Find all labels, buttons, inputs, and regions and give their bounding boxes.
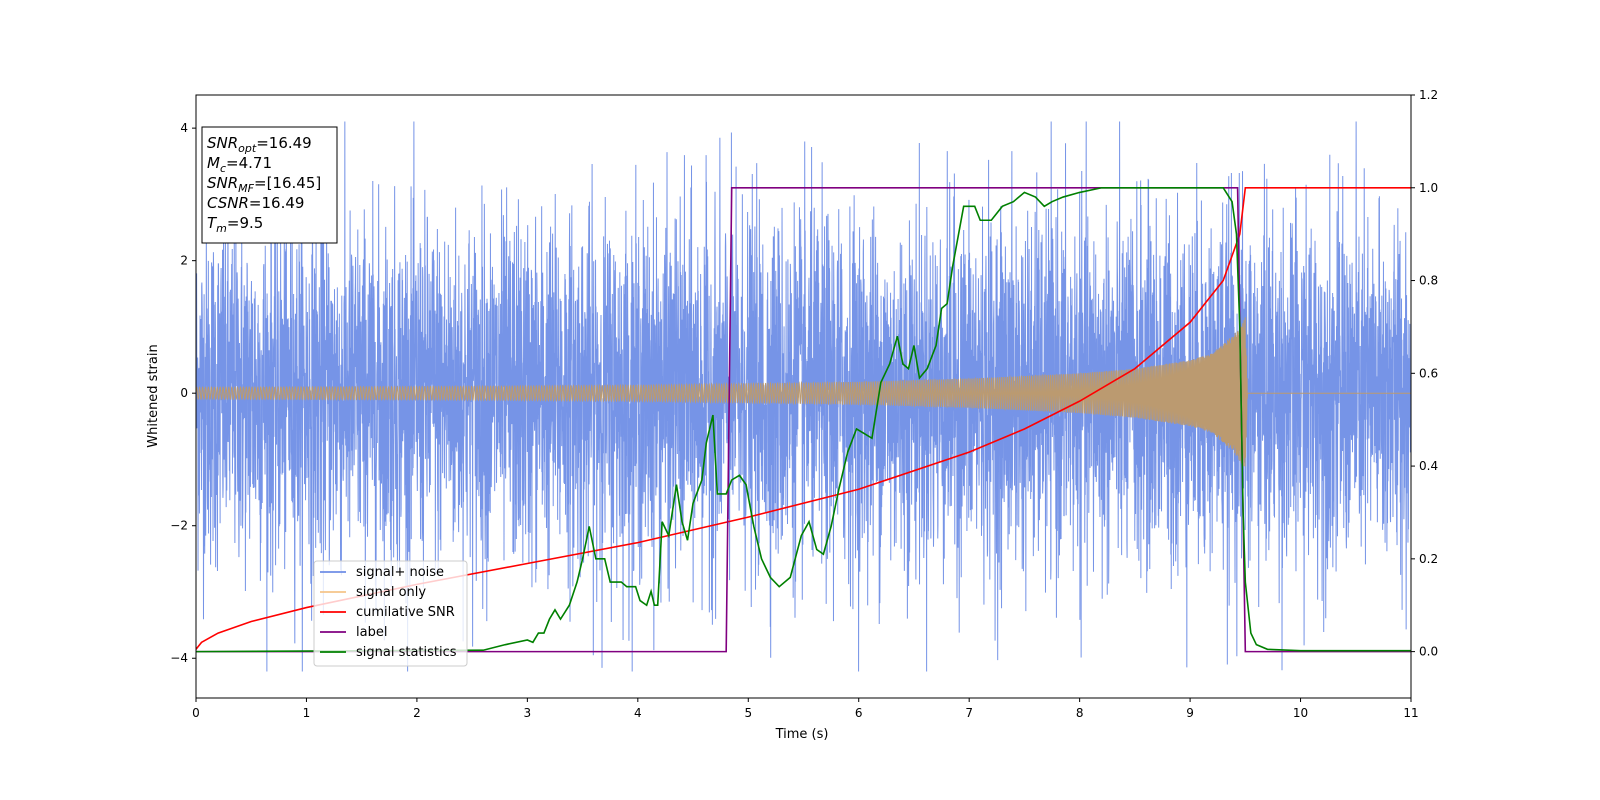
- x-tick-label: 4: [634, 706, 642, 720]
- stats-annotation-box: SNRopt=16.49Mc=4.71SNRMF=[16.45]CSNR=16.…: [201, 126, 338, 244]
- y-axis-left: −4 −2 0 2 4: [170, 121, 196, 665]
- series-signal-only: [196, 317, 1411, 467]
- annotation-line: Tm=9.5: [207, 214, 263, 235]
- legend-entry: label: [356, 625, 387, 640]
- plot-frame: [195, 94, 1412, 699]
- y2-tick-label: 0.0: [1419, 645, 1438, 659]
- y-tick-label: 2: [180, 254, 188, 268]
- y2-tick-label: 0.2: [1419, 552, 1438, 566]
- series-label: [196, 186, 1411, 653]
- legend-entry: signal statistics: [356, 645, 457, 660]
- y-tick-label: 4: [180, 121, 188, 135]
- y2-tick-label: 0.4: [1419, 459, 1438, 473]
- x-axis: 0 1 2 3 4 5 6 7 8 9 10 11: [192, 698, 1419, 720]
- series-signal-noise: [196, 121, 1411, 672]
- y-axis-label: Whitened strain: [146, 344, 161, 447]
- x-tick-label: 6: [855, 706, 863, 720]
- annotation-line: CSNR=16.49: [207, 194, 304, 212]
- series-cumulative-snr: [196, 186, 1411, 650]
- annotation-line: SNRMF=[16.45]: [207, 174, 321, 195]
- x-tick-label: 0: [192, 706, 200, 720]
- x-tick-label: 8: [1076, 706, 1084, 720]
- x-tick-label: 2: [413, 706, 421, 720]
- y-axis-right: 0.0 0.2 0.4 0.6 0.8 1.0 1.2: [1411, 88, 1438, 659]
- annotation-line: SNRopt=16.49: [207, 134, 312, 155]
- plot-area: [196, 121, 1411, 672]
- x-tick-label: 5: [744, 706, 752, 720]
- y2-tick-label: 1.0: [1419, 181, 1438, 195]
- annotation-line: Mc=4.71: [207, 154, 272, 175]
- x-tick-label: 7: [965, 706, 973, 720]
- legend: signal+ noise signal only cumilative SNR la…: [313, 560, 468, 667]
- x-tick-label: 9: [1186, 706, 1194, 720]
- x-tick-label: 3: [524, 706, 532, 720]
- x-axis-label: Time (s): [775, 727, 829, 742]
- annotation-frame: [201, 126, 338, 244]
- y-tick-label: −4: [170, 651, 188, 665]
- legend-entry: signal+ noise: [356, 565, 444, 580]
- y2-tick-label: 0.8: [1419, 274, 1438, 288]
- y2-tick-label: 1.2: [1419, 88, 1438, 102]
- x-tick-label: 1: [303, 706, 311, 720]
- legend-entry: cumilative SNR: [356, 605, 455, 620]
- y2-tick-label: 0.6: [1419, 366, 1438, 380]
- x-tick-label: 10: [1293, 706, 1308, 720]
- legend-frame: [313, 560, 468, 667]
- y-tick-label: −2: [170, 519, 188, 533]
- series-signal-statistics: [196, 186, 1411, 653]
- y-tick-label: 0: [180, 386, 188, 400]
- x-tick-label: 11: [1403, 706, 1418, 720]
- legend-entry: signal only: [356, 585, 426, 600]
